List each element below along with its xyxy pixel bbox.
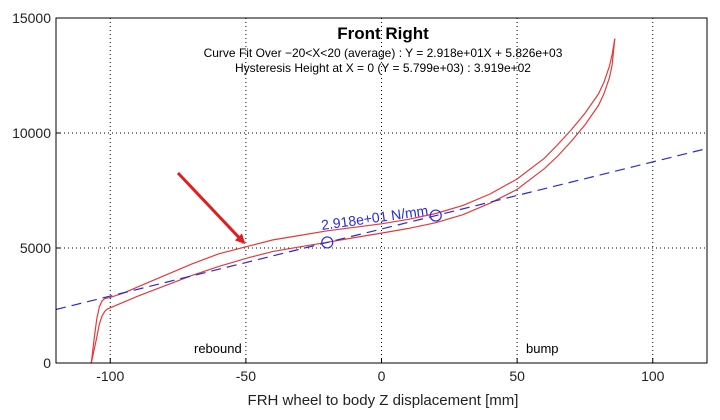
annotation-arrow bbox=[176, 171, 246, 245]
grid bbox=[56, 18, 707, 363]
x-tick-label: -100 bbox=[96, 368, 124, 384]
y-tick-label: 10000 bbox=[12, 125, 51, 141]
x-axis-label: FRH wheel to body Z displacement [mm] bbox=[248, 392, 519, 409]
y-tick-label: 15000 bbox=[12, 10, 51, 26]
series-hysteresis-upper bbox=[90, 38, 616, 363]
rebound-label: rebound bbox=[194, 341, 242, 356]
y-tick-label: 5000 bbox=[20, 240, 51, 256]
x-tick-label: 100 bbox=[641, 368, 665, 384]
chart-subtitle-line-2: Hysteresis Height at X = 0 (Y = 5.799e+0… bbox=[235, 61, 531, 75]
fit-marker bbox=[321, 236, 334, 249]
chart-subtitle-line-1: Curve Fit Over −20<X<20 (average) : Y = … bbox=[204, 46, 563, 60]
bump-label: bump bbox=[526, 341, 559, 356]
series-hysteresis-lower bbox=[90, 38, 616, 363]
series-layer bbox=[56, 38, 707, 363]
axis-ticks: -100 -50 0 50 100 0 5000 10000 15000 bbox=[12, 10, 665, 384]
x-tick-label: -50 bbox=[236, 368, 256, 384]
x-tick-label: 50 bbox=[509, 368, 525, 384]
y-tick-label: 0 bbox=[43, 355, 51, 371]
chart-title: Front Right bbox=[337, 24, 429, 43]
x-tick-label: 0 bbox=[378, 368, 386, 384]
fit-marker bbox=[429, 209, 442, 222]
